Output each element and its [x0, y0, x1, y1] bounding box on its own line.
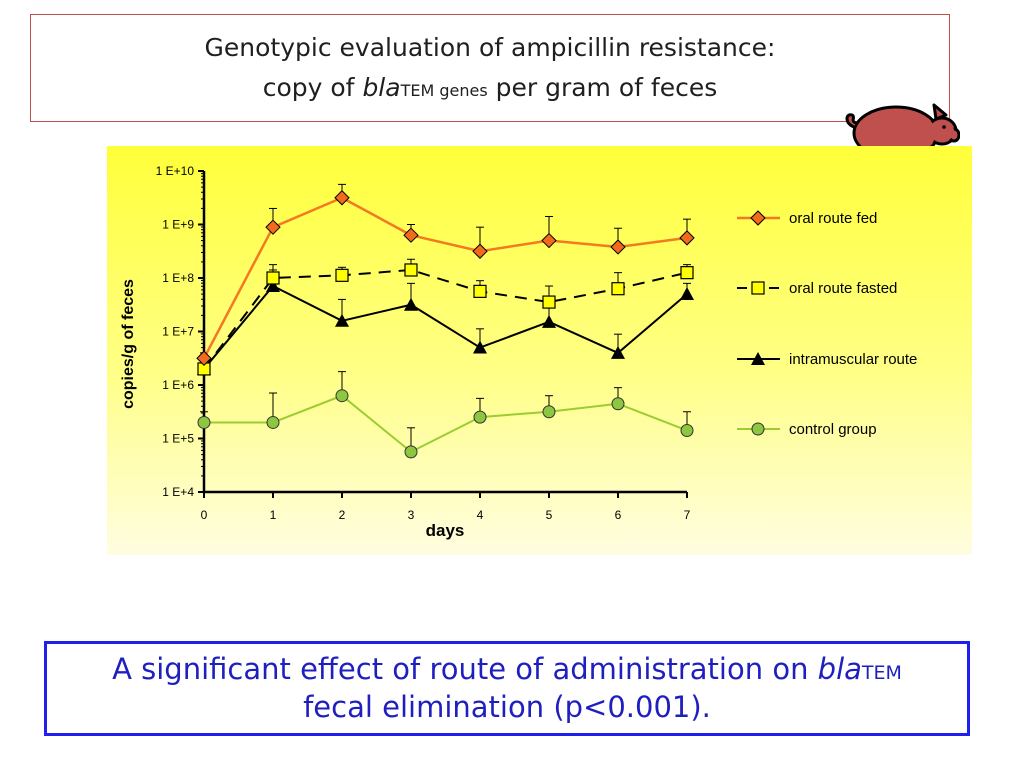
data-point-control — [404, 445, 418, 459]
x-axis-label: days — [426, 521, 465, 540]
title-gene-subscript: TEM genes — [400, 81, 488, 100]
legend-marker-intramuscular — [751, 352, 765, 365]
legend-label-control: control group — [789, 421, 877, 438]
y-tick-label: 1 E+9 — [162, 218, 194, 232]
x-axis: 0 1 2 3 4 5 6 7 — [201, 490, 691, 522]
data-point-control — [542, 405, 556, 419]
legend-marker-control — [751, 422, 765, 436]
data-point-intramuscular — [473, 340, 487, 354]
data-point-oral_fasted — [542, 295, 556, 309]
data-point-oral_fed — [541, 232, 557, 249]
x-tick-label: 3 — [408, 508, 415, 522]
conclusion-line-1: A significant effect of route of adminis… — [47, 652, 967, 686]
y-tick-label: 1 E+6 — [162, 378, 194, 392]
series-lines — [202, 196, 688, 454]
y-tick-label: 1 E+4 — [162, 485, 194, 499]
data-point-control — [335, 389, 349, 403]
series-line-control — [204, 394, 688, 454]
data-point-oral_fasted — [404, 263, 418, 277]
data-point-control — [611, 397, 625, 411]
y-axis: 1 E+4 1 E+5 1 E+6 1 E+7 1 E+8 1 E+9 1 E+10 — [156, 164, 206, 499]
data-point-oral_fed — [265, 219, 281, 235]
x-tick-label: 6 — [615, 508, 622, 522]
data-point-intramuscular — [542, 314, 556, 328]
data-point-control — [197, 415, 211, 429]
conclusion-box: A significant effect of route of adminis… — [44, 641, 970, 736]
data-point-oral_fasted — [473, 284, 487, 298]
data-point-oral_fed — [196, 350, 212, 366]
series-line-oral_fasted — [203, 268, 688, 370]
data-point-control — [680, 423, 694, 437]
data-point-oral_fasted — [680, 266, 694, 280]
x-tick-label: 0 — [201, 508, 208, 522]
series-line-intramuscular — [203, 284, 688, 370]
legend-label-intramuscular: intramuscular route — [789, 351, 917, 368]
data-point-intramuscular — [335, 313, 349, 327]
data-point-intramuscular — [404, 297, 418, 311]
title-gene: bla — [362, 73, 401, 102]
y-tick-label: 1 E+8 — [162, 271, 194, 285]
y-axis-label: copies/g of feces — [120, 279, 137, 409]
data-point-oral_fasted — [266, 271, 280, 285]
legend: oral route fed oral route fasted intramusc… — [737, 210, 917, 438]
data-point-oral_fed — [334, 190, 350, 206]
data-points — [196, 190, 695, 459]
y-tick-label: 1 E+5 — [162, 432, 194, 446]
x-tick-label: 1 — [270, 508, 277, 522]
legend-label-oral_fed: oral route fed — [789, 210, 877, 227]
legend-marker-oral_fed — [750, 210, 766, 226]
chart: 1 E+4 1 E+5 1 E+6 1 E+7 1 E+8 1 E+9 1 E+10 0 1 2… — [120, 164, 917, 540]
data-point-intramuscular — [611, 345, 625, 359]
title-box: Genotypic evaluation of ampicillin resis… — [30, 14, 950, 122]
y-tick-label: 1 E+7 — [162, 325, 194, 339]
title-prefix: copy of — [262, 73, 363, 102]
x-tick-label: 4 — [477, 508, 484, 522]
x-tick-label: 7 — [684, 508, 691, 522]
conclusion-gene-subscript: TEM — [861, 662, 902, 684]
x-tick-label: 2 — [339, 508, 346, 522]
legend-marker-oral_fasted — [751, 281, 765, 295]
conclusion-gene: bla — [817, 652, 862, 686]
data-point-oral_fasted — [335, 268, 349, 282]
y-tick-label: 1 E+10 — [156, 164, 195, 178]
data-point-control — [266, 415, 280, 429]
conclusion-line-2: fecal elimination (p<0.001). — [303, 690, 711, 724]
data-point-oral_fed — [403, 227, 419, 243]
data-point-oral_fed — [472, 243, 488, 259]
data-point-control — [473, 410, 487, 424]
title-line-2: copy of blaTEM genes per gram of feces — [31, 73, 949, 102]
data-point-intramuscular — [266, 279, 280, 293]
series-line-oral_fed — [202, 196, 688, 359]
title-suffix: per gram of feces — [487, 73, 718, 102]
legend-label-oral_fasted: oral route fasted — [789, 280, 897, 297]
x-tick-label: 5 — [546, 508, 553, 522]
title-line-1: Genotypic evaluation of ampicillin resis… — [204, 33, 776, 62]
data-point-oral_fed — [679, 230, 695, 246]
data-point-oral_fasted — [611, 282, 625, 296]
plot-background — [107, 146, 972, 555]
data-point-intramuscular — [680, 287, 694, 301]
data-point-oral_fed — [610, 239, 626, 255]
conclusion-prefix: A significant effect of route of adminis… — [112, 652, 818, 686]
